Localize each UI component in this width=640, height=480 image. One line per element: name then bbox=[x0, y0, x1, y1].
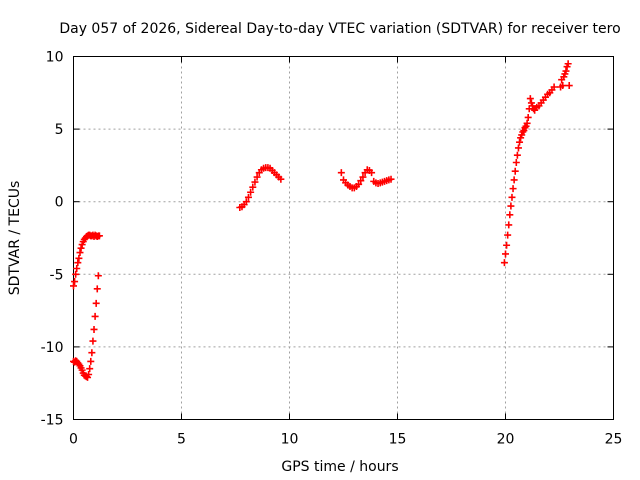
data-point bbox=[93, 285, 101, 293]
y-tick-label: 0 bbox=[55, 195, 64, 211]
x-tick-label: 5 bbox=[177, 432, 186, 448]
data-point bbox=[503, 241, 511, 249]
data-point bbox=[524, 113, 532, 121]
data-point bbox=[507, 202, 515, 210]
data-point bbox=[249, 183, 257, 191]
y-axis-title: SDTVAR / TECUs bbox=[7, 181, 23, 296]
data-point bbox=[564, 60, 572, 68]
data-point bbox=[387, 175, 395, 183]
data-point bbox=[559, 82, 567, 90]
data-point bbox=[523, 119, 531, 127]
data-point bbox=[86, 365, 94, 373]
data-points bbox=[70, 60, 573, 381]
grid bbox=[73, 56, 614, 420]
data-point bbox=[550, 83, 558, 91]
data-point bbox=[516, 138, 524, 146]
data-point bbox=[512, 158, 520, 166]
data-point bbox=[75, 360, 83, 368]
data-point bbox=[562, 67, 570, 75]
data-point bbox=[71, 278, 79, 286]
data-point bbox=[88, 349, 96, 357]
data-point bbox=[74, 259, 82, 267]
y-tick-label: 5 bbox=[55, 122, 64, 138]
data-point bbox=[251, 178, 259, 186]
y-tick-label: 10 bbox=[46, 50, 64, 66]
x-tick-label: 20 bbox=[497, 432, 515, 448]
data-point bbox=[500, 259, 508, 267]
data-point bbox=[244, 193, 252, 201]
data-point bbox=[92, 299, 100, 307]
x-tick-label: 0 bbox=[69, 432, 78, 448]
data-point bbox=[77, 244, 85, 252]
data-point bbox=[72, 270, 80, 278]
data-point bbox=[526, 95, 534, 103]
data-point bbox=[85, 370, 93, 378]
data-point bbox=[90, 325, 98, 333]
data-point bbox=[508, 193, 516, 201]
data-point bbox=[253, 173, 261, 181]
data-point bbox=[91, 312, 99, 320]
data-point bbox=[521, 124, 529, 132]
y-tick-label: -5 bbox=[50, 267, 64, 283]
y-tick-label: -10 bbox=[41, 340, 64, 356]
data-point bbox=[502, 250, 509, 258]
data-point bbox=[509, 185, 517, 193]
data-point bbox=[75, 254, 83, 262]
y-tick-label: -15 bbox=[41, 413, 64, 429]
data-point bbox=[247, 188, 255, 196]
data-point bbox=[337, 169, 345, 177]
x-tick-labels: 0 5 10 15 20 25 bbox=[69, 432, 622, 448]
data-point bbox=[504, 231, 512, 239]
data-point bbox=[357, 177, 365, 185]
data-point bbox=[89, 337, 97, 345]
y-tick-labels: -15 -10 -5 0 5 10 bbox=[41, 50, 64, 429]
data-point bbox=[76, 249, 84, 257]
data-point bbox=[368, 169, 376, 177]
data-point bbox=[355, 180, 363, 188]
data-point bbox=[565, 82, 573, 90]
data-point bbox=[95, 232, 103, 240]
x-axis-title: GPS time / hours bbox=[281, 459, 398, 475]
data-point bbox=[87, 357, 95, 365]
x-tick-label: 25 bbox=[605, 432, 623, 448]
data-point bbox=[242, 198, 250, 206]
data-point bbox=[73, 264, 81, 272]
data-point bbox=[94, 272, 102, 280]
x-tick-label: 15 bbox=[389, 432, 407, 448]
data-point bbox=[505, 221, 513, 229]
plot-border bbox=[73, 56, 614, 420]
data-point bbox=[510, 176, 518, 184]
data-point bbox=[506, 211, 514, 219]
data-point bbox=[513, 151, 521, 159]
chart-title: Day 057 of 2026, Sidereal Day-to-day VTE… bbox=[59, 21, 620, 37]
data-point bbox=[359, 173, 367, 181]
data-point bbox=[530, 105, 538, 113]
data-point bbox=[70, 282, 77, 290]
x-tick-label: 10 bbox=[281, 432, 299, 448]
data-point bbox=[514, 144, 522, 152]
data-point bbox=[511, 167, 519, 175]
data-point bbox=[277, 175, 285, 183]
data-point bbox=[519, 128, 527, 136]
